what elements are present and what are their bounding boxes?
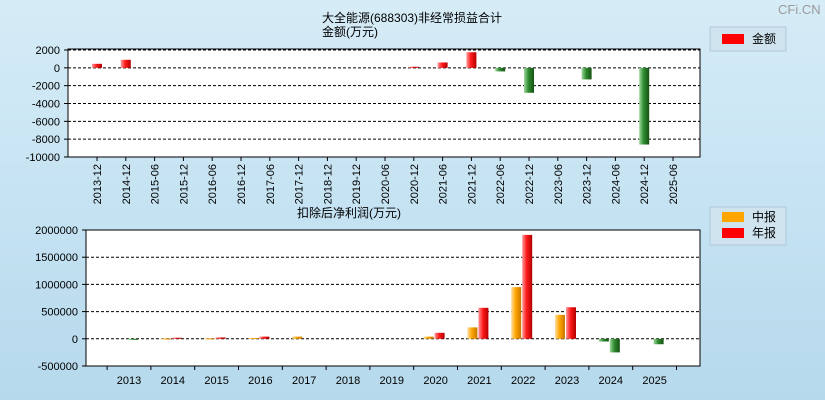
chart-2-bar-annual bbox=[566, 307, 576, 339]
chart-2-x-tick-label: 2014 bbox=[161, 375, 185, 387]
chart-2-legend: 中报 年报 bbox=[709, 206, 787, 246]
chart-1-subtitle: 金额(万元) bbox=[322, 24, 378, 39]
chart-2-bar-annual bbox=[259, 336, 270, 339]
watermark: CFi.CN bbox=[778, 2, 821, 17]
chart-2-bar-annual bbox=[609, 338, 620, 353]
chart-1-x-tick-label: 2020-12 bbox=[409, 164, 421, 204]
chart-2: 扣除后净利润(万元) 2000000 1500000 1000000 500000 0 -… bbox=[35, 205, 787, 387]
chart-1-grid bbox=[68, 49, 700, 158]
chart-1-x-tick-label: 2016-06 bbox=[207, 164, 219, 204]
chart-2-x-tick-label: 2021 bbox=[467, 375, 491, 387]
chart-2-legend-label-1: 中报 bbox=[752, 209, 776, 224]
chart-2-bar-interim bbox=[160, 338, 171, 340]
chart-2-x-tick-label: 2019 bbox=[380, 375, 404, 387]
chart-2-legend-swatch-1 bbox=[722, 212, 744, 222]
chart-2-y-tick-label: -500000 bbox=[38, 361, 78, 373]
chart-2-bar-annual bbox=[215, 337, 226, 339]
chart-2-bar-annual bbox=[171, 337, 182, 339]
chart-1-x-tick-label: 2016-12 bbox=[236, 164, 248, 204]
chart-2-x-tick-label: 2018 bbox=[336, 375, 360, 387]
chart-2-y-tick-label: 0 bbox=[72, 334, 78, 346]
chart-2-y-tick-label: 1500000 bbox=[35, 252, 78, 264]
chart-2-bar-interim bbox=[423, 336, 434, 339]
chart-1-x-axis: 2013-12 2014-12 2015-06 2015-12 2016-06 2016-… bbox=[92, 157, 680, 204]
chart-2-x-axis: 2013 2014 2015 2016 2017 2018 2019 2020 2021 2022… bbox=[106, 366, 677, 387]
chart-1-bar bbox=[524, 67, 534, 93]
chart-2-plot-area bbox=[85, 229, 701, 367]
chart-1-x-tick-label: 2022-12 bbox=[524, 164, 536, 204]
chart-1-y-tick-label: -10000 bbox=[26, 152, 60, 164]
chart-1-bar bbox=[495, 67, 506, 72]
chart-2-x-tick-label: 2015 bbox=[204, 375, 228, 387]
chart-2-y-axis: 2000000 1500000 1000000 500000 0 -500000 bbox=[35, 225, 86, 373]
chart-2-bar-interim bbox=[292, 336, 303, 339]
chart-2-bars bbox=[128, 234, 664, 353]
chart-1-x-tick-label: 2021-06 bbox=[438, 164, 450, 204]
chart-2-x-tick-label: 2022 bbox=[511, 375, 535, 387]
chart-2-x-tick-label: 2020 bbox=[423, 375, 447, 387]
chart-2-bar-interim bbox=[598, 338, 609, 342]
chart-1-x-tick-label: 2017-12 bbox=[294, 164, 306, 204]
chart-2-bar-annual bbox=[478, 307, 489, 339]
chart-2-x-tick-label: 2024 bbox=[599, 375, 623, 387]
chart-2-legend-label-2: 年报 bbox=[752, 225, 776, 240]
chart-1-legend-label: 金额 bbox=[752, 31, 776, 46]
chart-1-legend: 金额 bbox=[709, 26, 787, 52]
chart-2-bar-annual bbox=[434, 332, 445, 339]
chart-1-bar bbox=[92, 63, 102, 68]
chart-2-bar-interim bbox=[555, 314, 565, 339]
chart-1-x-tick-label: 2022-06 bbox=[495, 164, 507, 204]
chart-1-x-tick-label: 2013-12 bbox=[92, 164, 104, 204]
chart-2-x-tick-label: 2023 bbox=[555, 375, 579, 387]
chart-1-bar bbox=[581, 67, 592, 80]
chart-1-y-tick-label: -2000 bbox=[32, 81, 60, 93]
chart-1-x-tick-label: 2024-12 bbox=[639, 164, 651, 204]
chart-1-x-tick-label: 2025-06 bbox=[668, 164, 680, 204]
chart-1-legend-swatch bbox=[722, 34, 744, 44]
chart-2-y-tick-label: 2000000 bbox=[35, 225, 78, 237]
chart-2-title: 扣除后净利润(万元) bbox=[297, 205, 401, 220]
chart-1-x-tick-label: 2015-12 bbox=[178, 164, 190, 204]
chart-1-x-tick-label: 2024-06 bbox=[610, 164, 622, 204]
chart-2-y-tick-label: 500000 bbox=[41, 307, 78, 319]
chart-2-y-tick-label: 1000000 bbox=[35, 279, 78, 291]
chart-1-y-tick-label: -6000 bbox=[32, 116, 60, 128]
chart-1: 大全能源(688303)非经常损益合计 金额(万元) 2000 0 -2000 -40… bbox=[26, 10, 787, 204]
chart-1-x-tick-label: 2014-12 bbox=[121, 164, 133, 204]
chart-1-bars bbox=[92, 52, 650, 145]
chart-2-legend-swatch-2 bbox=[722, 228, 744, 238]
chart-2-x-tick-label: 2016 bbox=[248, 375, 272, 387]
chart-1-x-tick-label: 2021-12 bbox=[466, 164, 478, 204]
chart-1-bar bbox=[466, 52, 477, 68]
chart-2-bar-interim bbox=[511, 287, 522, 339]
chart-1-y-axis: 2000 0 -2000 -4000 -6000 -8000 -10000 bbox=[26, 45, 68, 164]
chart-2-x-tick-label: 2025 bbox=[642, 375, 666, 387]
chart-1-y-tick-label: -8000 bbox=[32, 134, 60, 146]
chart-2-bar-interim bbox=[467, 327, 478, 339]
chart-1-bar bbox=[408, 66, 419, 68]
chart-1-x-tick-label: 2015-06 bbox=[150, 164, 162, 204]
chart-1-title: 大全能源(688303)非经常损益合计 bbox=[322, 10, 502, 25]
chart-1-bar bbox=[639, 67, 650, 145]
chart-1-y-tick-label: 2000 bbox=[36, 45, 60, 57]
chart-2-x-tick-label: 2017 bbox=[292, 375, 316, 387]
chart-2-bar-interim bbox=[248, 337, 259, 339]
chart-1-bar bbox=[120, 59, 131, 68]
chart-1-x-tick-label: 2018-12 bbox=[322, 164, 334, 204]
chart-1-x-tick-label: 2023-06 bbox=[553, 164, 565, 204]
chart-2-bar-annual bbox=[522, 234, 533, 339]
chart-2-grid bbox=[86, 229, 700, 367]
chart-2-bar-annual bbox=[653, 338, 664, 345]
chart-1-x-tick-label: 2017-06 bbox=[265, 164, 277, 204]
chart-1-x-tick-label: 2019-12 bbox=[351, 164, 363, 204]
chart-1-y-tick-label: 0 bbox=[54, 63, 60, 75]
chart-1-x-tick-label: 2020-06 bbox=[380, 164, 392, 204]
chart-2-x-tick-label: 2013 bbox=[117, 375, 141, 387]
chart-1-x-tick-label: 2023-12 bbox=[582, 164, 594, 204]
chart-2-bar-annual bbox=[128, 338, 138, 340]
chart-2-bar-interim bbox=[204, 338, 215, 340]
chart-1-y-tick-label: -4000 bbox=[32, 99, 60, 111]
chart-1-bar bbox=[437, 62, 448, 68]
